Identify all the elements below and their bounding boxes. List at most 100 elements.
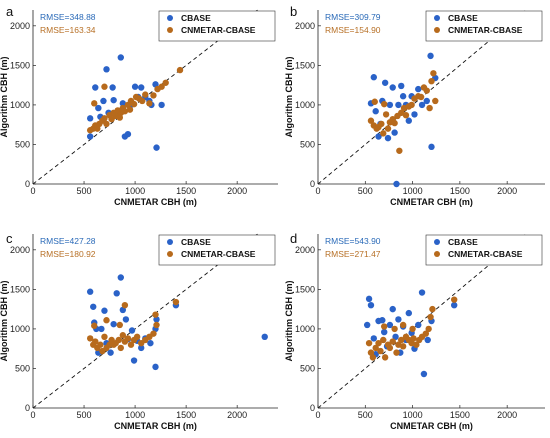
cbase-point <box>381 328 388 336</box>
cbase-point <box>138 84 145 91</box>
rmse-annotation: RMSE=271.47 <box>325 249 381 259</box>
cnmetar-cbase-point <box>150 330 157 337</box>
cnmetar-cbase-point <box>389 338 396 345</box>
x-axis-label: CNMETAR CBH (m) <box>390 197 473 207</box>
cbase-point <box>411 111 418 118</box>
cnmetar-cbase-point <box>410 335 417 342</box>
cbase-point <box>393 180 400 188</box>
cnmetar-cbase-point <box>408 101 415 109</box>
cnmetar-cbase-point <box>133 333 141 341</box>
legend-box <box>425 10 543 42</box>
cbase-point <box>451 301 458 309</box>
cbase-point <box>372 108 379 115</box>
cbase-point <box>152 363 159 371</box>
cbase-point <box>405 117 412 124</box>
x-tick-label: 500 <box>358 186 373 196</box>
legend-marker <box>167 239 173 245</box>
cnmetar-cbase-point <box>417 93 425 101</box>
x-tick-label: 1000 <box>125 186 145 196</box>
y-tick-label: 1000 <box>10 100 30 110</box>
cbase-point <box>117 54 124 61</box>
cnmetar-cbase-point <box>409 325 416 333</box>
y-tick-label: 500 <box>300 363 315 373</box>
cbase-point <box>103 66 110 73</box>
cnmetar-cbase-point <box>432 97 439 105</box>
cbase-point <box>418 289 426 296</box>
x-axis-label: CNMETAR CBH (m) <box>390 421 473 431</box>
cnmetar-cbase-point <box>115 336 122 344</box>
cbase-point <box>261 333 268 341</box>
cbase-point <box>384 134 392 142</box>
cbase-point <box>107 349 114 356</box>
y-tick-label: 1500 <box>295 284 315 294</box>
legend-entry: CBASE <box>448 237 478 247</box>
y-tick-label: 2000 <box>10 245 30 255</box>
cnmetar-cbase-point <box>375 339 382 347</box>
cnmetar-cbase-point <box>162 79 169 86</box>
cnmetar-cbase-point <box>398 336 405 344</box>
cbase-point <box>428 143 435 151</box>
cbase-point <box>98 325 105 333</box>
cnmetar-cbase-point <box>380 130 387 137</box>
cnmetar-cbase-point <box>402 111 410 119</box>
y-tick-label: 1500 <box>10 60 30 70</box>
cbase-point <box>158 101 165 109</box>
y-axis-label: Algorithm CBH (m) <box>284 57 294 138</box>
legend-marker <box>167 27 173 33</box>
legend-entry: CBASE <box>448 13 478 23</box>
cnmetar-cbase-point <box>153 321 160 329</box>
cbase-point <box>395 101 402 109</box>
x-axis-label: CNMETAR CBH (m) <box>114 197 197 207</box>
panel-c: c 0 500 1000 1500 2000 0 500 1000 1500 2000 CNMETAR… <box>0 231 278 431</box>
cbase-point <box>418 101 426 109</box>
cnmetar-cbase-point <box>381 354 389 361</box>
cnmetar-cbase-point <box>371 98 378 105</box>
cnmetar-cbase-point <box>428 77 435 85</box>
cbase-point <box>392 333 399 341</box>
cnmetar-cbase-point <box>396 147 403 154</box>
cnmetar-cbase-point <box>158 83 165 90</box>
cnmetar-cbase-point <box>423 87 430 94</box>
cbase-point <box>375 133 382 140</box>
cbase-point <box>427 52 434 60</box>
x-tick-label: 1000 <box>125 410 145 420</box>
cnmetar-cbase-point <box>372 344 379 352</box>
y-tick-label: 0 <box>310 403 315 413</box>
cnmetar-cbase-point <box>119 332 127 339</box>
cbase-point <box>398 82 405 90</box>
cbase-point <box>100 97 107 105</box>
cnmetar-cbase-point <box>139 97 146 105</box>
legend-entry: CBASE <box>181 13 211 23</box>
cbase-point <box>113 290 120 297</box>
cnmetar-cbase-point <box>426 104 433 112</box>
cnmetar-cbase-point <box>101 333 108 341</box>
cnmetar-cbase-point <box>365 339 373 347</box>
legend-entry: CNMETAR-CBASE <box>181 249 256 259</box>
cbase-point <box>370 335 378 342</box>
panel-letter: a <box>6 4 14 19</box>
cnmetar-cbase-point <box>369 354 377 361</box>
x-tick-label: 2000 <box>227 410 247 420</box>
cbase-point <box>389 84 396 91</box>
cnmetar-cbase-point <box>398 109 405 117</box>
panel-letter: c <box>6 231 13 246</box>
cbase-point <box>370 74 378 81</box>
x-tick-label: 2000 <box>227 186 247 196</box>
cnmetar-cbase-point <box>176 66 184 74</box>
cnmetar-cbase-point <box>430 70 437 77</box>
panel-a: a 0 500 1000 1500 2000 0 500 1000 1500 2000 CNMETAR… <box>0 4 278 207</box>
y-tick-label: 0 <box>310 179 315 189</box>
y-tick-label: 500 <box>15 363 30 373</box>
cnmetar-cbase-point <box>130 100 138 108</box>
x-tick-label: 1000 <box>403 186 423 196</box>
cbase-point <box>423 97 430 105</box>
y-axis-label: Algorithm CBH (m) <box>0 281 9 362</box>
cnmetar-cbase-point <box>172 298 180 306</box>
x-tick-label: 500 <box>77 410 92 420</box>
cnmetar-cbase-point <box>399 343 407 350</box>
cnmetar-cbase-point <box>126 106 134 113</box>
y-tick-label: 1000 <box>295 324 315 334</box>
cnmetar-cbase-point <box>427 313 434 321</box>
cnmetar-cbase-point <box>391 119 398 127</box>
